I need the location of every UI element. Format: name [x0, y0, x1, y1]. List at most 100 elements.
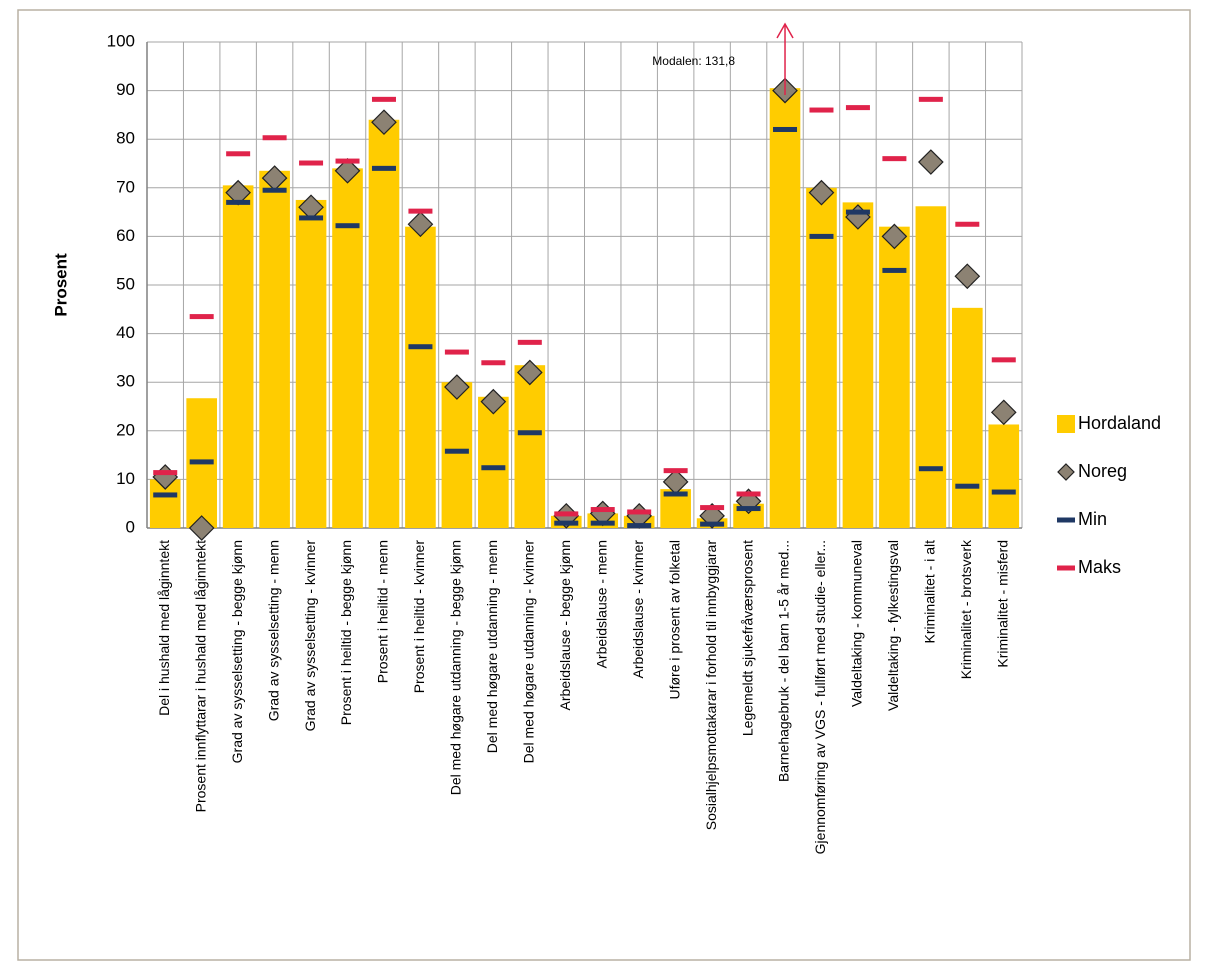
dash-marker: [371, 96, 396, 102]
annotation: Modalen: 131,8: [652, 54, 735, 68]
x-tick-label: Grad av sysselsetting - begge kjønn: [229, 540, 245, 763]
x-tick-label: Grad av sysselsetting - kvinner: [302, 540, 318, 732]
bar: [952, 307, 983, 528]
dash-marker: [189, 314, 214, 320]
legend-label: Min: [1078, 509, 1107, 529]
bar: [915, 206, 947, 528]
dash-marker: [700, 521, 725, 527]
x-tick-label: Kriminalitet - misferd: [994, 540, 1010, 668]
x-tick-label: Valdeltaking - fylkestingsval: [885, 540, 901, 711]
legend-swatch: [1057, 517, 1075, 523]
diamond-marker: [881, 223, 908, 250]
dash-marker: [955, 483, 980, 489]
dash-marker: [299, 215, 324, 221]
y-tick-label: 10: [116, 469, 135, 488]
dash-marker: [663, 468, 688, 474]
dash-marker: [408, 344, 433, 350]
dash-marker: [955, 221, 980, 227]
x-tick-label: Prosent i heiltid - menn: [375, 540, 391, 683]
x-tick-label: Prosent innflyttarar i hushald med lågin…: [192, 540, 208, 812]
x-tick-label: Grad av sysselsetting - menn: [265, 540, 281, 721]
diamond-marker: [516, 359, 543, 386]
dash-marker: [262, 187, 287, 193]
x-tick-label: Uføre i prosent av folketal: [666, 540, 682, 700]
dash-marker: [335, 223, 360, 229]
dash-marker: [663, 491, 688, 497]
diamond-marker: [990, 399, 1017, 426]
dash-marker: [153, 470, 178, 476]
dash-marker: [918, 466, 943, 472]
legend-label: Noreg: [1078, 461, 1127, 481]
dash-marker: [262, 135, 287, 141]
dash-marker: [918, 96, 943, 102]
x-tick-label: Kriminalitet - i alt: [922, 540, 938, 644]
bar: [332, 168, 363, 529]
dash-marker: [773, 126, 798, 132]
bar: [478, 396, 509, 528]
dash-marker: [627, 509, 652, 515]
dash-marker: [882, 267, 907, 273]
x-tick-label: Kriminalitet - brotsverk: [958, 539, 974, 679]
dash-marker: [153, 492, 178, 498]
arrow-head: [776, 22, 794, 39]
dash-marker: [335, 158, 360, 164]
legend-label: Hordaland: [1078, 413, 1161, 433]
y-tick-label: 0: [126, 517, 135, 536]
x-tick-label: Arbeidslause - begge kjønn: [557, 540, 573, 710]
bar: [842, 202, 874, 528]
y-tick-label: 100: [107, 31, 135, 50]
diamond-marker: [334, 157, 361, 184]
diamond-marker: [808, 179, 835, 206]
dash-marker: [517, 430, 542, 436]
dash-marker: [554, 520, 579, 526]
y-tick-label: 40: [116, 323, 135, 342]
bar: [879, 226, 910, 528]
dash-marker: [226, 151, 251, 157]
y-tick-label: 90: [116, 80, 135, 99]
bar: [295, 199, 327, 528]
y-tick-label: 80: [116, 129, 135, 148]
legend-swatch: [1057, 565, 1075, 571]
dash-marker: [991, 489, 1016, 495]
dash-marker: [226, 199, 251, 205]
dash-marker: [517, 339, 542, 345]
diamond-marker: [954, 263, 981, 290]
x-tick-label: Sosialhjelpsmottakarar i forhold til inn…: [703, 540, 719, 831]
diamond-marker: [480, 388, 507, 415]
x-tick-label: Del med høgare utdanning - begge kjønn: [448, 540, 464, 795]
legend-label: Maks: [1078, 557, 1121, 577]
dash-marker: [845, 209, 870, 215]
dash-marker: [444, 448, 469, 454]
x-tick-label: Arbeidslause - kvinner: [630, 540, 646, 679]
dash-marker: [882, 156, 907, 162]
bar: [806, 187, 837, 529]
dash-marker: [189, 459, 214, 465]
dash-marker: [554, 511, 579, 517]
y-tick-label: 30: [116, 372, 135, 391]
x-tick-label: Prosent i heiltid - begge kjønn: [338, 540, 354, 725]
dash-marker: [845, 105, 870, 111]
y-tick-label: 60: [116, 226, 135, 245]
dash-marker: [371, 165, 396, 171]
y-tick-label: 20: [116, 420, 135, 439]
x-tick-label: Barnehagebruk - del barn 1-5 år med...: [776, 540, 792, 782]
dash-marker: [408, 208, 433, 214]
bar: [405, 226, 436, 528]
dash-marker: [627, 523, 652, 529]
legend-swatch: [1057, 415, 1075, 433]
y-axis-label: Prosent: [51, 253, 70, 317]
bar: [988, 424, 1020, 528]
dash-marker: [736, 506, 761, 512]
dash-marker: [590, 507, 615, 513]
bar: [769, 88, 801, 529]
x-tick-label: Del med høgare utdanning - kvinner: [521, 540, 537, 764]
x-tick-label: Prosent i heiltid - kvinner: [411, 540, 427, 694]
bar: [514, 365, 546, 528]
bar: [441, 382, 473, 528]
x-tick-label: Arbeidslause - menn: [593, 540, 609, 668]
x-tick-label: Legemeldt sjukefråværsprosent: [739, 540, 755, 736]
diamond-marker: [444, 374, 470, 400]
bar: [368, 119, 400, 528]
legend-swatch: [1057, 463, 1075, 481]
